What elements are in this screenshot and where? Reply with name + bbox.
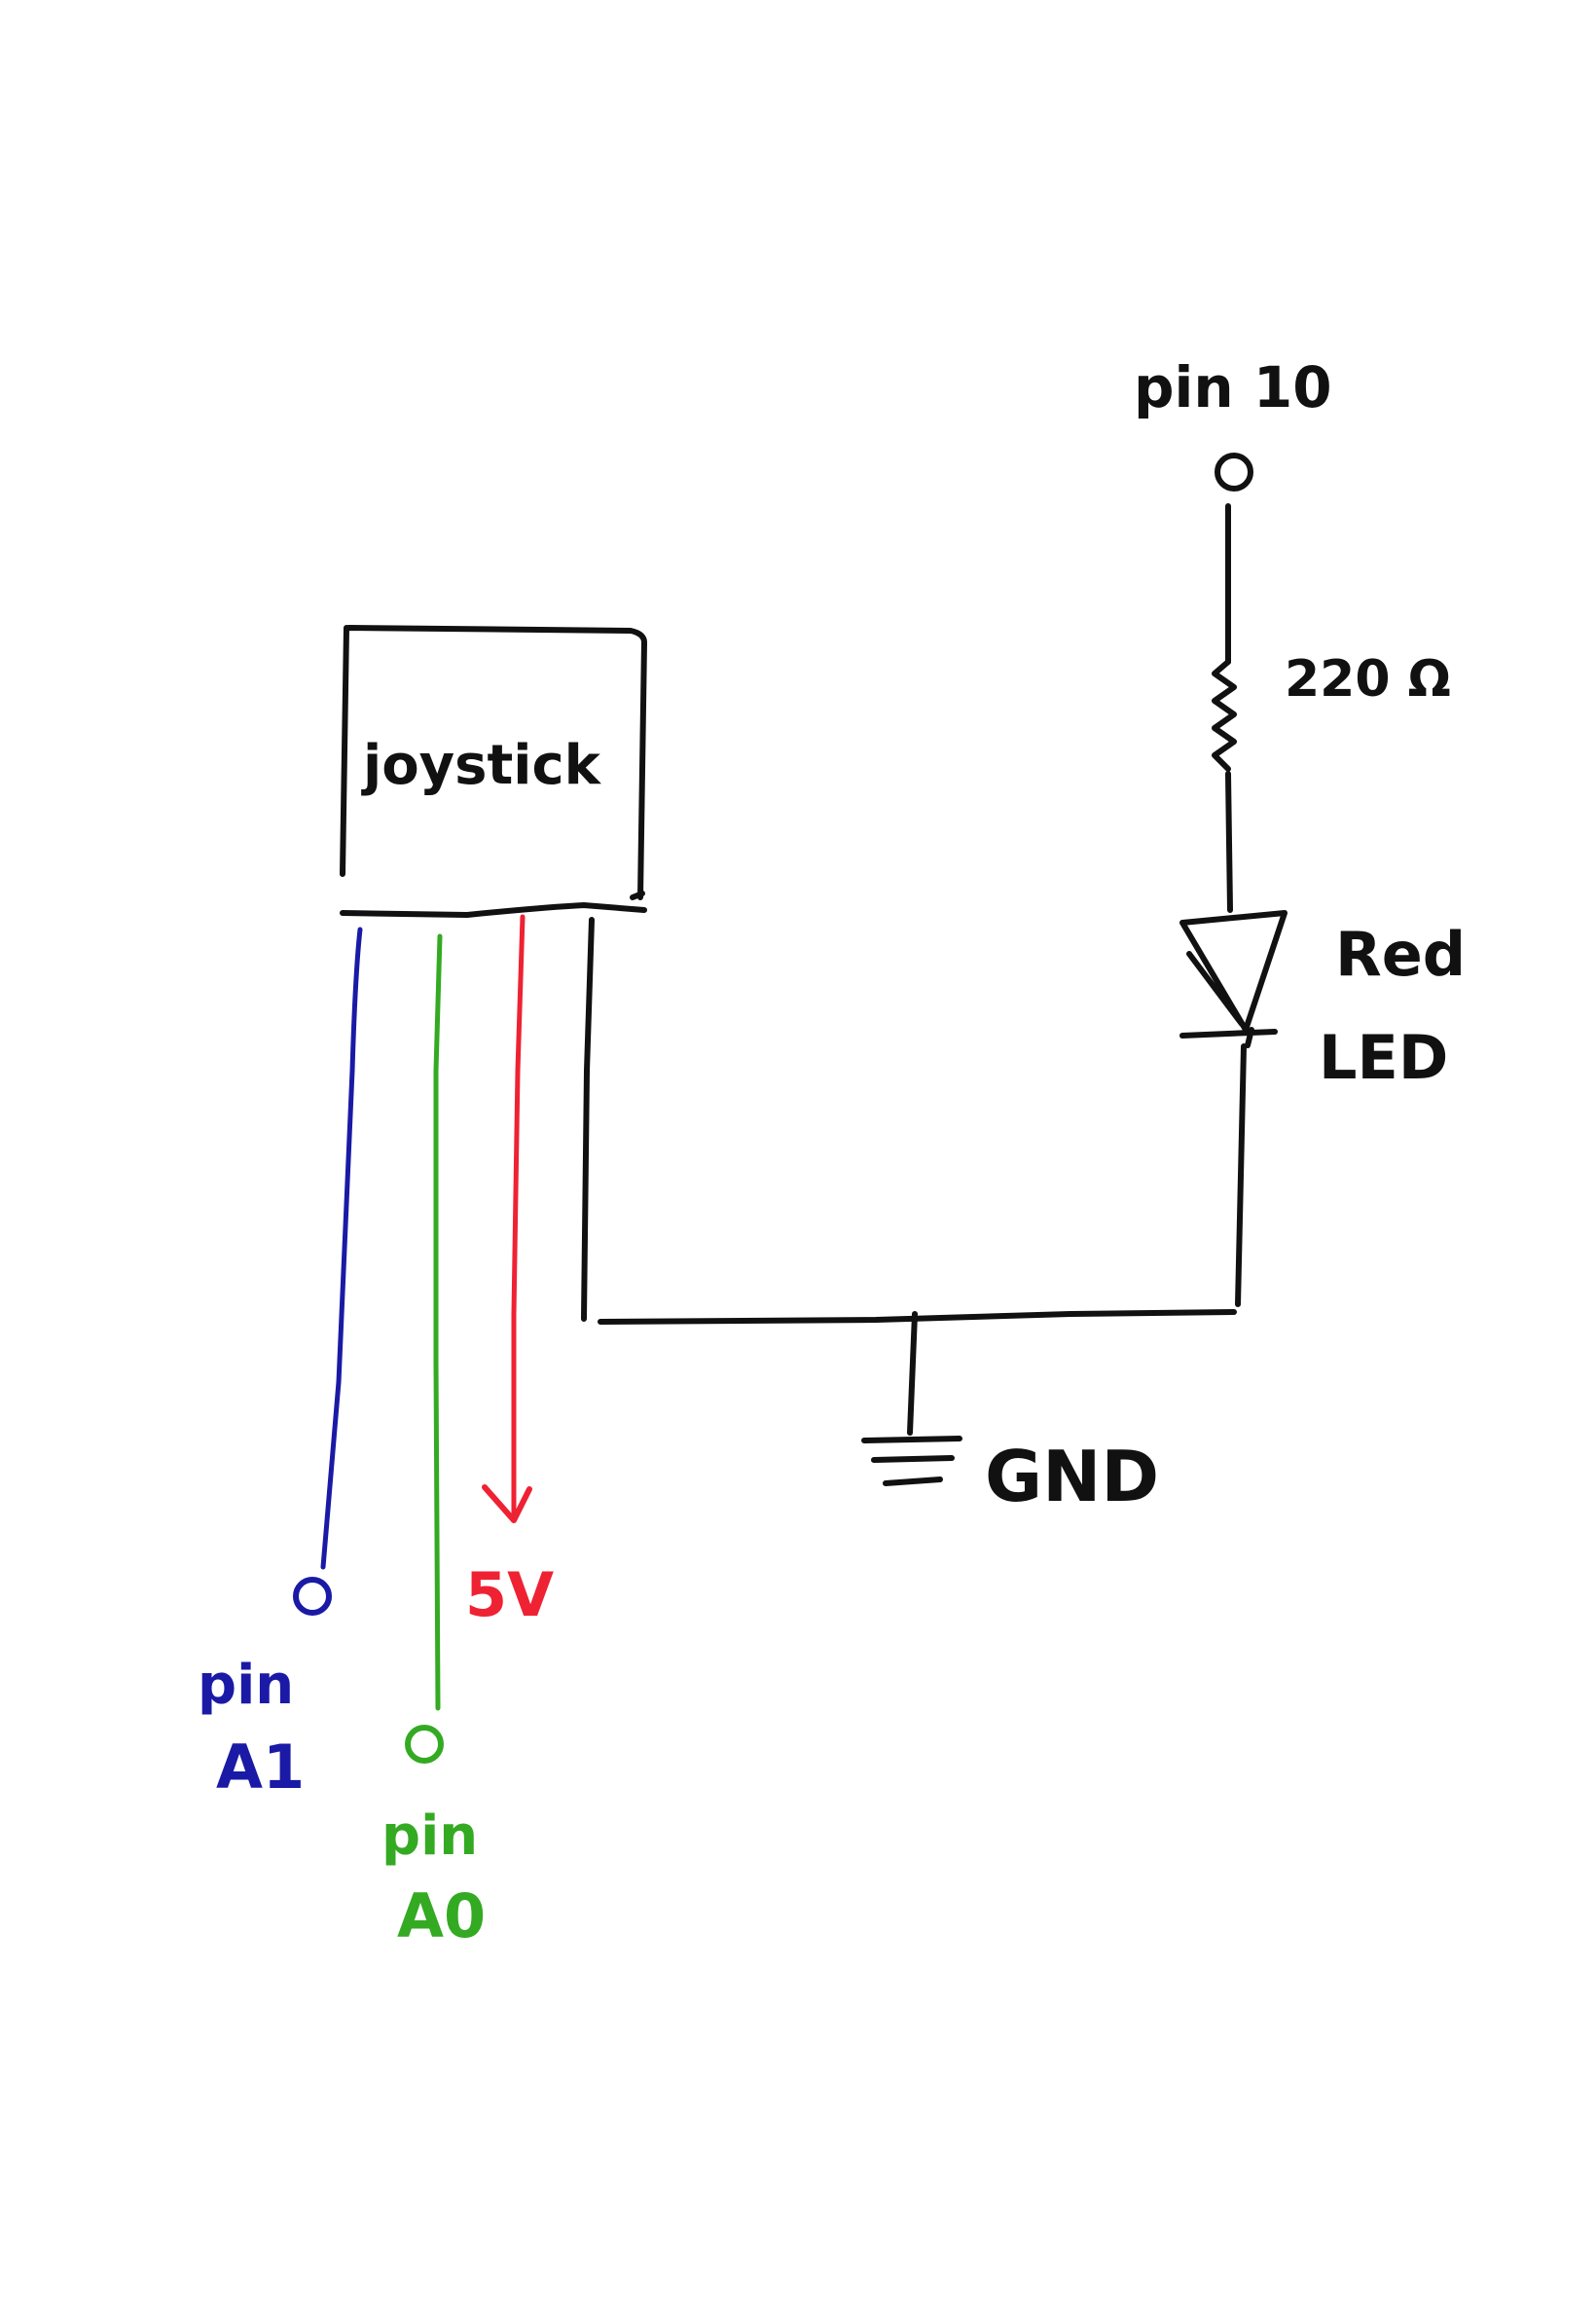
led-to-ground-wire [1235, 1043, 1247, 1307]
pin-a0-terminal [405, 1725, 444, 1764]
pin-10-terminal [1215, 453, 1253, 492]
led-cathode-bar [1179, 951, 1278, 1048]
led-branch: pin 10 220 Ω Red LED [1134, 354, 1466, 1307]
joystick-box-corner [630, 891, 645, 900]
led-label-line1: Red [1335, 919, 1466, 990]
pin-a1-label-line2: A1 [216, 1732, 305, 1803]
pin-a1-terminal [293, 1577, 332, 1616]
resistor-label: 220 Ω [1285, 650, 1451, 709]
ground-symbol [861, 1436, 962, 1486]
joystick-box [340, 625, 647, 918]
ground-label: GND [985, 1436, 1159, 1517]
pin-a0-wire [433, 933, 443, 1711]
joystick-component: joystick [340, 625, 647, 918]
supply-wire-group: 5V [465, 914, 554, 1630]
pin-a1-label-line1: pin [198, 1654, 294, 1717]
ground-network: GND [581, 917, 1237, 1517]
supply-label: 5V [465, 1559, 554, 1630]
led-triangle [1179, 910, 1288, 1033]
ground-bus [598, 1309, 1237, 1325]
resistor-to-led-wire [1225, 771, 1233, 913]
pin-10-label: pin 10 [1134, 354, 1332, 420]
pin-a1-wire [320, 927, 363, 1570]
pin-a0-wire-group: pin A0 [381, 933, 486, 1951]
supply-arrow [482, 1484, 532, 1523]
resistor-symbol [1212, 659, 1237, 772]
joystick-label: joystick [361, 734, 602, 797]
joystick-ground-wire [581, 917, 595, 1322]
led-label-line2: LED [1319, 1022, 1448, 1093]
pin-a0-label-line2: A0 [397, 1880, 486, 1951]
pin-a1-wire-group: pin A1 [198, 927, 363, 1803]
pin-a0-label-line1: pin [381, 1805, 478, 1868]
ground-stem [907, 1311, 918, 1436]
supply-wire [511, 914, 526, 1516]
